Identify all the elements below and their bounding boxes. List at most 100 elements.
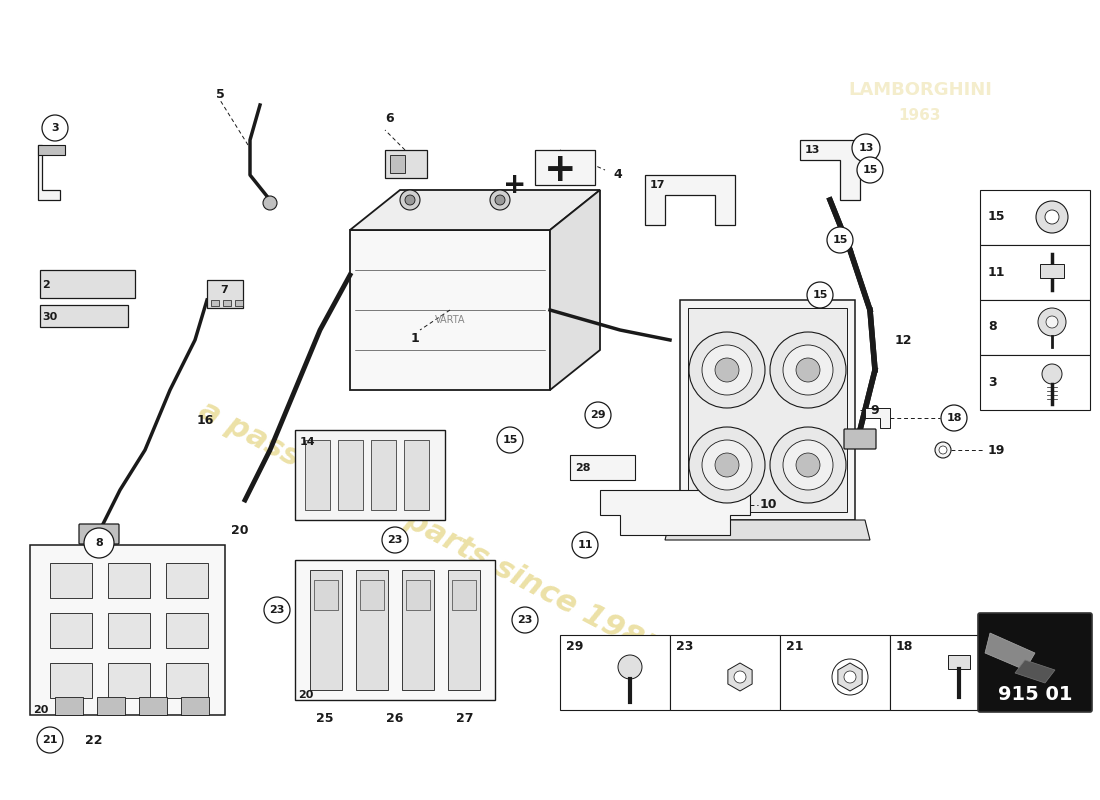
Text: 15: 15 — [833, 235, 848, 245]
Polygon shape — [984, 633, 1035, 670]
Text: 8: 8 — [95, 538, 103, 548]
Polygon shape — [314, 580, 338, 610]
Circle shape — [497, 427, 522, 453]
Circle shape — [689, 427, 764, 503]
Text: 29: 29 — [591, 410, 606, 420]
Polygon shape — [55, 697, 82, 715]
Polygon shape — [666, 520, 870, 540]
Polygon shape — [166, 613, 208, 648]
Polygon shape — [295, 560, 495, 700]
Circle shape — [852, 134, 880, 162]
Polygon shape — [139, 697, 167, 715]
FancyBboxPatch shape — [385, 150, 427, 178]
FancyBboxPatch shape — [780, 635, 890, 710]
Circle shape — [490, 190, 510, 210]
Text: 20: 20 — [33, 705, 48, 715]
Circle shape — [734, 671, 746, 683]
Polygon shape — [108, 563, 150, 598]
Polygon shape — [97, 697, 125, 715]
Polygon shape — [402, 570, 434, 690]
Circle shape — [770, 332, 846, 408]
Polygon shape — [108, 663, 150, 698]
Polygon shape — [166, 663, 208, 698]
Polygon shape — [50, 563, 92, 598]
FancyBboxPatch shape — [40, 270, 135, 298]
Text: 25: 25 — [317, 711, 333, 725]
Text: a passion for parts since 1985: a passion for parts since 1985 — [194, 395, 667, 665]
Text: 4: 4 — [613, 169, 621, 182]
Text: +: + — [543, 151, 576, 189]
Text: 23: 23 — [387, 535, 403, 545]
Circle shape — [400, 190, 420, 210]
Text: 26: 26 — [386, 711, 404, 725]
Circle shape — [715, 358, 739, 382]
Text: 23: 23 — [676, 641, 693, 654]
Polygon shape — [39, 145, 65, 155]
Text: 15: 15 — [503, 435, 518, 445]
FancyBboxPatch shape — [980, 355, 1090, 410]
Polygon shape — [550, 190, 600, 390]
Text: 21: 21 — [786, 641, 803, 654]
Circle shape — [263, 196, 277, 210]
FancyBboxPatch shape — [978, 613, 1092, 712]
FancyBboxPatch shape — [670, 635, 780, 710]
Circle shape — [783, 440, 833, 490]
Text: 29: 29 — [566, 641, 583, 654]
Polygon shape — [600, 490, 750, 535]
Circle shape — [495, 195, 505, 205]
Text: VARTA: VARTA — [434, 315, 465, 325]
Circle shape — [796, 358, 820, 382]
Polygon shape — [371, 440, 396, 510]
Circle shape — [689, 332, 764, 408]
Text: 1963: 1963 — [899, 107, 942, 122]
Text: 18: 18 — [946, 413, 961, 423]
FancyBboxPatch shape — [980, 245, 1090, 300]
Text: 19: 19 — [988, 443, 1005, 457]
Text: 23: 23 — [517, 615, 532, 625]
FancyBboxPatch shape — [79, 524, 119, 544]
Polygon shape — [50, 613, 92, 648]
Text: 16: 16 — [196, 414, 213, 426]
Polygon shape — [305, 440, 330, 510]
Circle shape — [618, 655, 642, 679]
Text: 22: 22 — [85, 734, 102, 746]
Circle shape — [512, 607, 538, 633]
Circle shape — [940, 405, 967, 431]
Circle shape — [1038, 308, 1066, 336]
Text: 11: 11 — [988, 266, 1005, 278]
Circle shape — [1045, 210, 1059, 224]
Text: 8: 8 — [988, 321, 997, 334]
Polygon shape — [166, 563, 208, 598]
Polygon shape — [448, 570, 480, 690]
Text: 9: 9 — [870, 403, 879, 417]
Text: 13: 13 — [858, 143, 873, 153]
Text: 6: 6 — [386, 111, 394, 125]
Polygon shape — [350, 230, 550, 390]
Polygon shape — [688, 308, 847, 512]
Polygon shape — [356, 570, 388, 690]
Text: 12: 12 — [895, 334, 913, 346]
Circle shape — [382, 527, 408, 553]
FancyBboxPatch shape — [844, 429, 876, 449]
Circle shape — [37, 727, 63, 753]
Text: 915 01: 915 01 — [998, 686, 1072, 705]
Text: 2: 2 — [42, 280, 50, 290]
Text: 13: 13 — [805, 145, 821, 155]
FancyBboxPatch shape — [890, 635, 1000, 710]
Text: 10: 10 — [760, 498, 778, 511]
Polygon shape — [406, 580, 430, 610]
Polygon shape — [310, 570, 342, 690]
Polygon shape — [728, 663, 752, 691]
Circle shape — [935, 442, 952, 458]
Polygon shape — [30, 545, 225, 715]
Text: 5: 5 — [216, 89, 224, 102]
Circle shape — [1036, 201, 1068, 233]
FancyBboxPatch shape — [1040, 264, 1064, 278]
Text: 17: 17 — [650, 180, 666, 190]
Polygon shape — [182, 697, 209, 715]
Polygon shape — [865, 408, 890, 428]
Polygon shape — [108, 613, 150, 648]
FancyBboxPatch shape — [980, 190, 1090, 245]
Text: 7: 7 — [220, 285, 228, 295]
Text: 15: 15 — [862, 165, 878, 175]
